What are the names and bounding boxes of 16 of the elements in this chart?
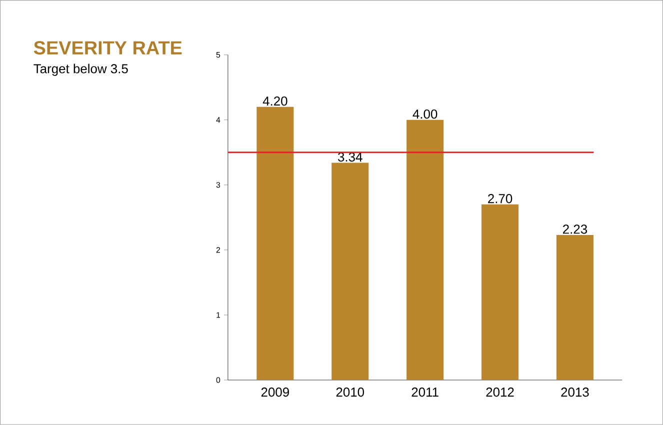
data-label: 4.00: [412, 110, 438, 119]
bar: [556, 235, 594, 380]
x-tick-label: 2012: [486, 388, 514, 397]
text: Target below 3.5: [34, 64, 128, 76]
data-label: 2.70: [488, 194, 512, 204]
data-label: 2.23: [563, 224, 588, 234]
x-tick-label: 2011: [412, 388, 438, 397]
x-tick-label: 2010: [336, 388, 364, 397]
bar: [256, 106, 294, 380]
chart-title: SEVERITY RATE: [34, 41, 182, 55]
bar: [406, 120, 444, 380]
bar: [332, 162, 369, 380]
data-label: 4.20: [262, 96, 288, 106]
x-tick-label: 2013: [561, 388, 589, 397]
bar: [482, 204, 519, 380]
x-tick-label: 2009: [261, 388, 289, 397]
